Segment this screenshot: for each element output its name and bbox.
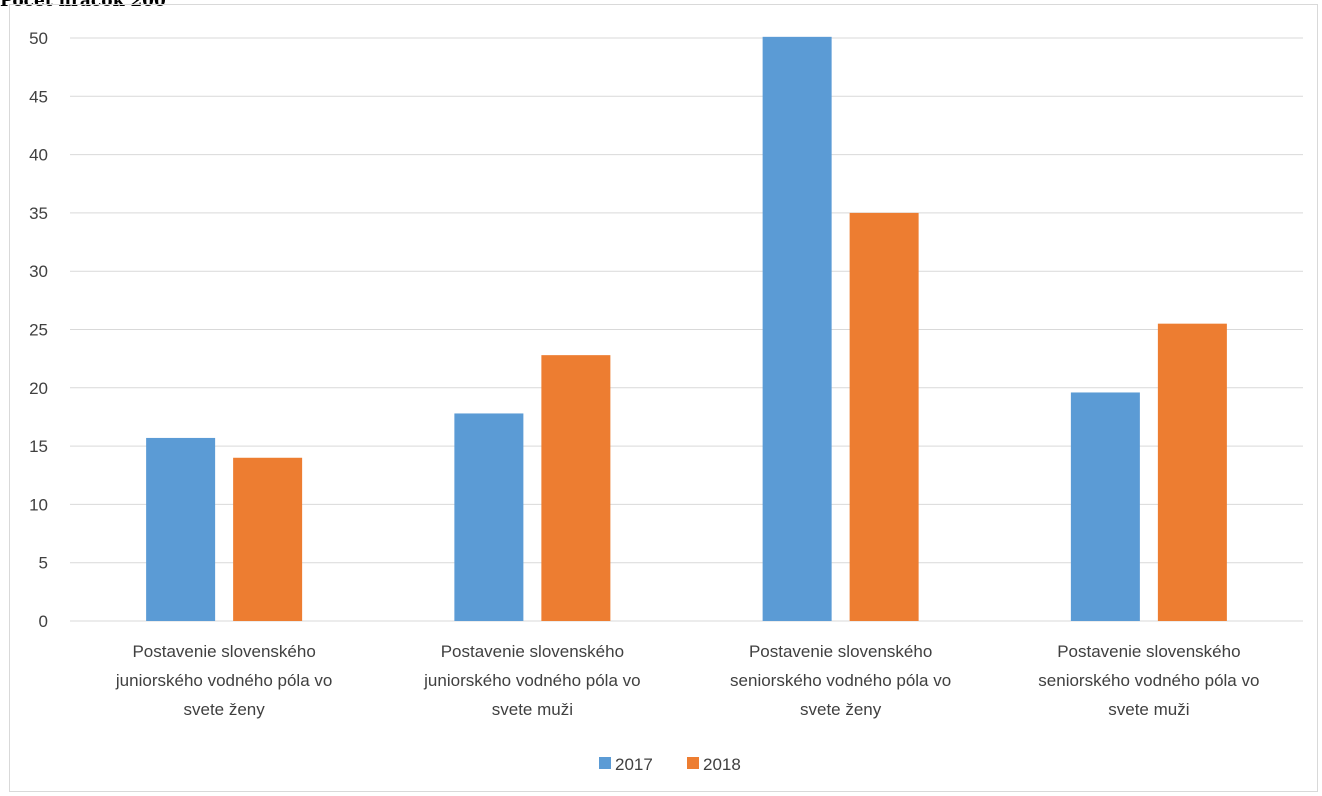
y-axis-ticks: 0 5 10 15 20 25 30 35 40 45 50 — [29, 29, 48, 631]
legend-swatch-2017 — [599, 757, 611, 769]
bar-2017-2 — [454, 413, 524, 621]
x-category-label: Postavenie slovenského seniorského vodnéh… — [1038, 642, 1259, 719]
legend-label-2018: 2018 — [703, 755, 741, 774]
bar-2018-4 — [1157, 323, 1227, 621]
x-category-label: Postavenie slovenského juniorského vodnéh… — [423, 642, 640, 719]
bar-2017-1 — [146, 437, 216, 621]
x-category-label-line: juniorského vodného póla vo — [115, 671, 332, 690]
legend-swatch-2018 — [687, 757, 699, 769]
x-category-label-line: svete muži — [1108, 700, 1189, 719]
bar-2018-3 — [849, 212, 919, 621]
bar-2018-2 — [541, 355, 611, 621]
y-tick-label: 5 — [39, 554, 48, 573]
bar-2017-3 — [762, 36, 832, 622]
x-category-label-line: seniorského vodného póla vo — [1038, 671, 1259, 690]
legend-label-2017: 2017 — [615, 755, 653, 774]
x-axis-labels: Postavenie slovenského juniorského vodnéh… — [115, 642, 1260, 719]
y-tick-label: 50 — [29, 29, 48, 48]
x-category-label-line: Postavenie slovenského — [1057, 642, 1240, 661]
x-category-label-line: juniorského vodného póla vo — [423, 671, 640, 690]
bars — [146, 36, 1227, 622]
x-category-label: Postavenie slovenského juniorského vodnéh… — [115, 642, 332, 719]
x-category-label-line: Postavenie slovenského — [441, 642, 624, 661]
y-tick-label: 30 — [29, 262, 48, 281]
chart-caption: Počet hráčok 200 — [0, 0, 166, 11]
y-tick-label: 20 — [29, 379, 48, 398]
x-category-label-line: svete ženy — [800, 700, 882, 719]
x-category-label-line: svete ženy — [183, 700, 265, 719]
x-category-label-line: svete muži — [492, 700, 573, 719]
legend: 2017 2018 — [599, 755, 741, 774]
x-category-label-line: Postavenie slovenského — [132, 642, 315, 661]
bar-2018-1 — [233, 457, 303, 621]
y-tick-label: 15 — [29, 437, 48, 456]
x-category-label-line: Postavenie slovenského — [749, 642, 932, 661]
y-tick-label: 40 — [29, 146, 48, 165]
y-tick-label: 35 — [29, 204, 48, 223]
bar-2017-4 — [1070, 392, 1140, 621]
chart-frame — [9, 4, 1318, 792]
x-category-label-line: seniorského vodného póla vo — [730, 671, 951, 690]
y-tick-label: 0 — [39, 612, 48, 631]
y-tick-label: 10 — [29, 495, 48, 514]
y-tick-label: 45 — [29, 87, 48, 106]
x-category-label: Postavenie slovenského seniorského vodnéh… — [730, 642, 951, 719]
y-tick-label: 25 — [29, 321, 48, 340]
